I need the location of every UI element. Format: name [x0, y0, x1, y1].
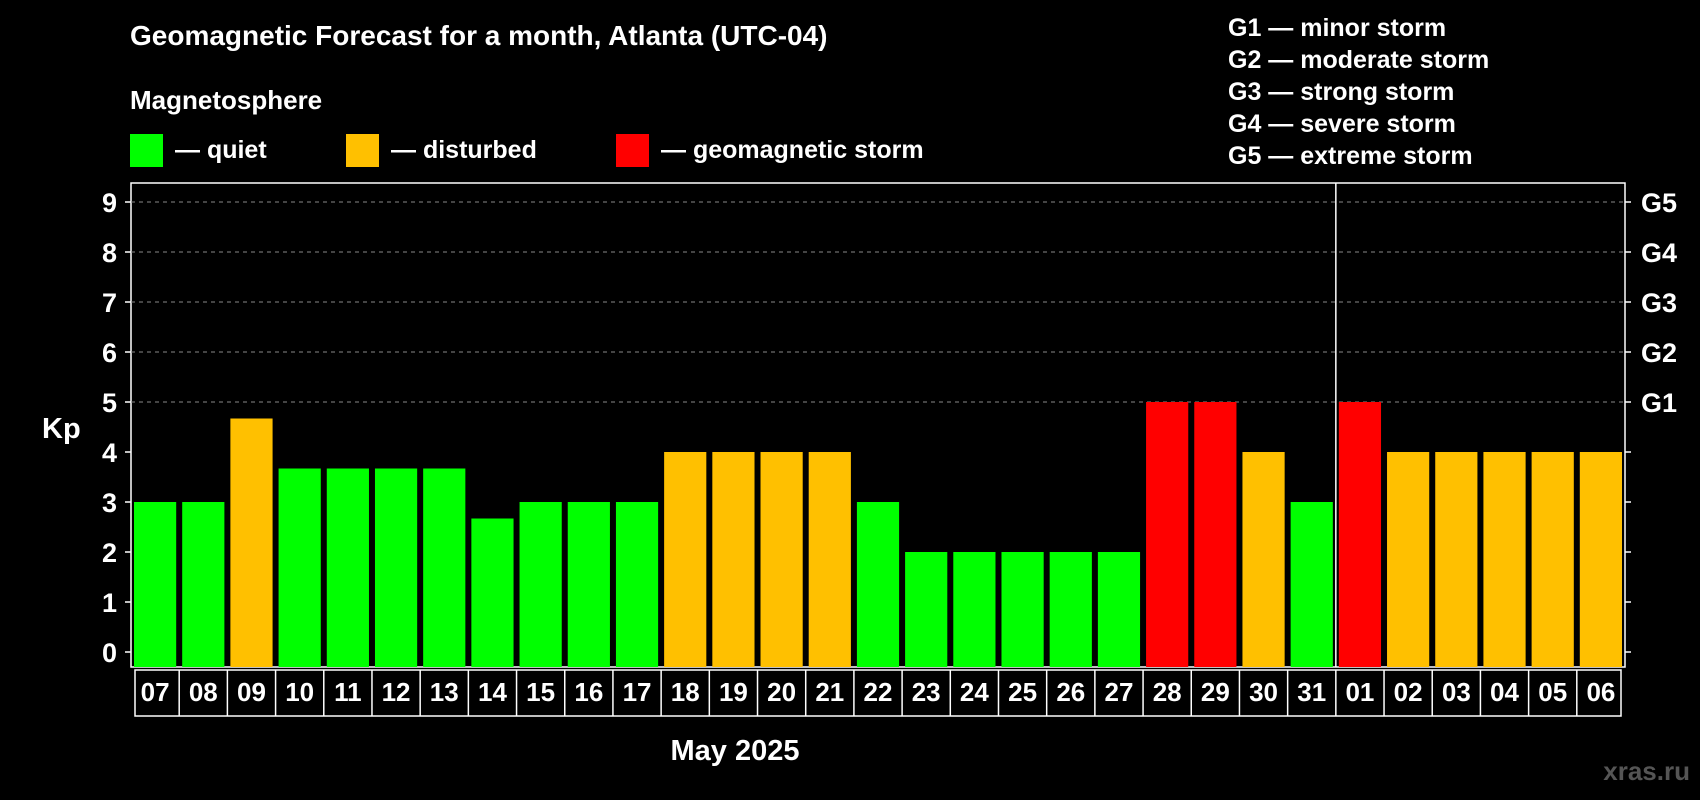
kp-bar	[1290, 502, 1333, 667]
x-tick-label: 07	[141, 677, 170, 707]
x-tick-label: 31	[1297, 677, 1326, 707]
x-tick-label: 02	[1394, 677, 1423, 707]
y-tick-label: 3	[102, 488, 117, 518]
y-tick-label: 2	[102, 538, 117, 568]
kp-bar	[471, 518, 514, 667]
x-tick-label: 28	[1153, 677, 1182, 707]
x-tick-label: 20	[767, 677, 796, 707]
legend-storm-label: — geomagnetic storm	[661, 135, 924, 164]
kp-bar	[615, 502, 659, 667]
kp-bar	[1049, 552, 1092, 667]
x-tick-label: 27	[1105, 677, 1134, 707]
x-tick-label: 18	[671, 677, 700, 707]
x-tick-label: 21	[815, 677, 844, 707]
legend-quiet: — quiet	[130, 132, 267, 168]
kp-bar	[664, 452, 707, 667]
x-tick-label: 06	[1586, 677, 1615, 707]
x-tick-label: 15	[526, 677, 555, 707]
category-box-frame	[134, 669, 1622, 717]
y-tick-label: 0	[102, 638, 117, 668]
g-scale-legend: G1 — minor storm G2 — moderate storm G3 …	[1228, 12, 1489, 172]
kp-bar	[760, 452, 803, 667]
kp-bar	[1387, 452, 1430, 667]
g-scale-item: G1 — minor storm	[1228, 14, 1447, 42]
x-tick-label: 14	[478, 677, 507, 707]
g-level-label: G5	[1641, 188, 1677, 218]
kp-bar	[953, 552, 996, 667]
g-level-label: G3	[1641, 288, 1677, 318]
legend-quiet-swatch	[130, 133, 163, 167]
g-scale-item: G3 — strong storm	[1228, 78, 1455, 106]
x-tick-label: 24	[960, 677, 989, 707]
y-tick-label: 6	[102, 338, 117, 368]
x-tick-label: 03	[1442, 677, 1471, 707]
x-tick-label: 12	[382, 677, 411, 707]
watermark: xras.ru	[1603, 756, 1690, 786]
x-tick-label: 29	[1201, 677, 1230, 707]
g-scale-item: G4 — severe storm	[1228, 110, 1456, 138]
x-tick-label: 04	[1490, 677, 1519, 707]
kp-bar	[1435, 452, 1478, 667]
kp-bar	[712, 452, 755, 667]
x-tick-label: 10	[285, 677, 314, 707]
x-tick-label: 05	[1538, 677, 1567, 707]
kp-bar	[278, 468, 321, 667]
kp-bar	[134, 502, 177, 667]
legend-disturbed: — disturbed	[346, 132, 537, 168]
kp-bar	[1483, 452, 1526, 667]
kp-bar	[905, 552, 948, 667]
legend-disturbed-swatch	[346, 133, 379, 167]
y-tick-label: 8	[102, 238, 117, 268]
legend-disturbed-label: — disturbed	[391, 135, 537, 164]
kp-bar	[1001, 552, 1044, 667]
x-tick-label: 11	[334, 677, 362, 707]
month-label: May 2025	[670, 735, 800, 767]
legend-storm-swatch	[616, 133, 649, 167]
x-tick-label: 09	[237, 677, 266, 707]
g-level-label: G4	[1641, 238, 1677, 268]
y-tick-label: 9	[102, 188, 117, 218]
legend-quiet-label: — quiet	[175, 135, 267, 164]
kp-bar	[1338, 402, 1382, 667]
kp-bar	[423, 468, 466, 667]
legend-heading: Magnetosphere	[130, 85, 323, 115]
x-tick-label: 22	[864, 677, 893, 707]
kp-bar	[567, 502, 610, 667]
g-level-label: G2	[1641, 338, 1677, 368]
g-scale-item: G5 — extreme storm	[1228, 142, 1473, 170]
kp-bar	[374, 468, 418, 667]
y-tick-label: 5	[102, 388, 117, 418]
kp-bar	[1242, 452, 1285, 667]
x-tick-label: 23	[912, 677, 941, 707]
kp-bar	[1097, 552, 1141, 667]
kp-bar	[1579, 452, 1622, 667]
x-tick-label: 08	[189, 677, 218, 707]
x-tick-label: 26	[1056, 677, 1085, 707]
x-tick-label: 17	[623, 677, 652, 707]
x-tick-label: 19	[719, 677, 748, 707]
legend-storm: — geomagnetic storm	[616, 132, 924, 168]
y-tick-label: 1	[102, 588, 117, 618]
g-level-label: G1	[1641, 388, 1677, 418]
kp-bar	[1146, 402, 1189, 667]
kp-bar	[326, 468, 369, 667]
kp-bar	[1194, 402, 1237, 667]
y-tick-label: 7	[102, 288, 117, 318]
chart-title: Geomagnetic Forecast for a month, Atlant…	[130, 20, 828, 51]
x-tick-label: 01	[1345, 677, 1374, 707]
x-tick-label: 30	[1249, 677, 1278, 707]
y-axis-title: Kp	[42, 413, 81, 445]
kp-bar	[519, 502, 562, 667]
kp-bar	[182, 502, 225, 667]
x-tick-label: 13	[430, 677, 459, 707]
x-tick-label: 25	[1008, 677, 1037, 707]
y-tick-label: 4	[102, 438, 117, 468]
kp-bar	[1531, 452, 1574, 667]
kp-bar	[808, 452, 851, 667]
x-tick-label: 16	[574, 677, 603, 707]
g-scale-item: G2 — moderate storm	[1228, 46, 1490, 74]
kp-bar	[856, 502, 900, 667]
kp-bar	[230, 418, 273, 667]
